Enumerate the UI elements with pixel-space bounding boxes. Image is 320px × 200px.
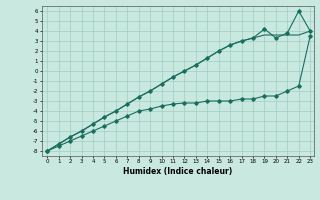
X-axis label: Humidex (Indice chaleur): Humidex (Indice chaleur) xyxy=(123,167,232,176)
